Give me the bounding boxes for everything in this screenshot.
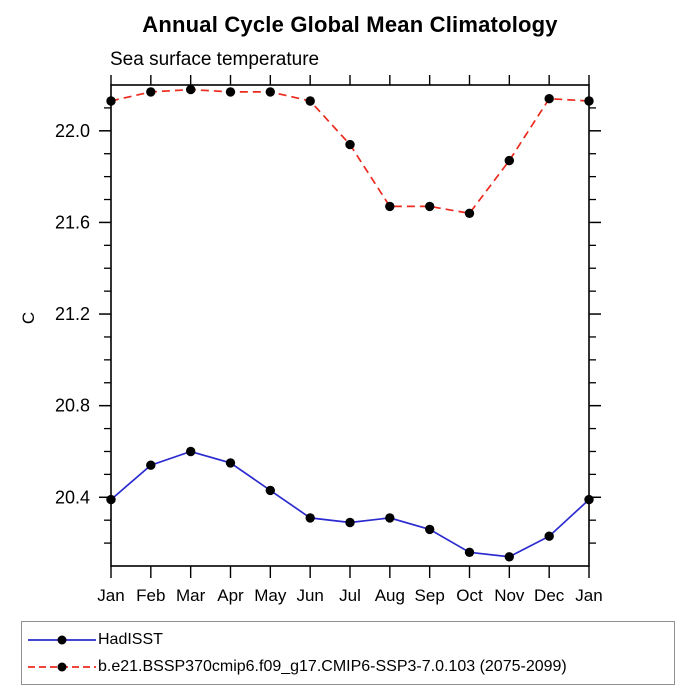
data-point-marker <box>186 84 196 95</box>
data-point-marker <box>504 155 514 166</box>
legend-marker-dot <box>57 662 67 672</box>
data-point-marker <box>106 494 116 505</box>
x-tick-label: Jun <box>296 586 323 605</box>
data-point-marker <box>584 96 594 106</box>
data-point-marker <box>305 96 315 106</box>
x-tick-label: Apr <box>217 586 244 605</box>
y-axis-minor-ticks <box>104 107 596 544</box>
plot-frame <box>110 84 590 567</box>
legend-marker-dot <box>57 635 67 645</box>
data-point-marker <box>464 547 475 557</box>
x-tick-label: Aug <box>375 586 405 605</box>
data-point-marker <box>265 87 275 97</box>
x-axis: Jan Feb Mar Apr May Jun Jul Aug Sep Oct Nov Dec Jan <box>97 75 603 605</box>
series-1 <box>106 84 594 218</box>
legend-item-model: b.e21.BSSP370cmip6.f09_g17.CMIP6-SSP3-7.… <box>26 654 674 681</box>
chart-subtitle: Sea surface temperature <box>110 49 320 70</box>
data-point-marker <box>425 524 435 535</box>
x-tick-label: Jul <box>339 586 361 605</box>
data-point-marker <box>544 531 554 541</box>
data-point-marker <box>106 96 116 106</box>
x-tick-label: Feb <box>136 586 165 605</box>
data-point-marker <box>464 208 475 218</box>
data-point-marker <box>385 513 395 523</box>
data-point-marker <box>504 552 514 562</box>
y-tick-label: 22.0 <box>55 121 90 141</box>
x-tick-label: Jan <box>97 586 124 605</box>
legend-solid-line-sample <box>28 635 96 645</box>
data-point-marker <box>146 87 156 97</box>
y-axis-unit-label: C <box>19 312 38 324</box>
series-line-1 <box>110 88 590 215</box>
data-point-marker <box>225 87 236 97</box>
legend: HadISST b.e21.BSSP370cmip6.f09_g17.CMIP6… <box>21 621 675 685</box>
y-tick-label: 20.4 <box>55 487 90 507</box>
chart-title: Annual Cycle Global Mean Climatology <box>142 12 558 37</box>
data-point-marker <box>584 494 594 505</box>
y-axis: 20.4 20.8 21.2 21.6 22.0 <box>55 121 601 507</box>
legend-label-observation: HadISST <box>98 631 163 648</box>
data-point-marker <box>305 513 315 523</box>
x-tick-label: Sep <box>415 586 445 605</box>
data-point-marker <box>146 460 156 470</box>
y-tick-label: 21.2 <box>55 304 90 324</box>
y-tick-label: 20.8 <box>55 396 90 416</box>
series-line-0 <box>110 450 590 558</box>
data-point-marker <box>225 458 236 468</box>
data-point-marker <box>544 94 554 104</box>
y-tick-label: 21.6 <box>55 212 90 232</box>
data-point-marker <box>385 201 395 212</box>
legend-label-model: b.e21.BSSP370cmip6.f09_g17.CMIP6-SSP3-7.… <box>98 658 567 675</box>
x-tick-label: Dec <box>534 586 565 605</box>
x-tick-label: May <box>254 586 287 605</box>
x-tick-label: Mar <box>176 586 206 605</box>
data-point-marker <box>345 139 355 150</box>
data-point-marker <box>186 446 196 457</box>
x-tick-label: Jan <box>575 586 602 605</box>
data-point-marker <box>265 485 275 496</box>
data-point-marker <box>345 517 355 528</box>
series-0 <box>106 446 594 562</box>
legend-item-observation: HadISST <box>26 627 674 654</box>
x-tick-label: Nov <box>494 586 525 605</box>
legend-dashed-line-sample <box>28 662 96 672</box>
x-tick-label: Oct <box>456 586 483 605</box>
climatology-line-chart: Jan Feb Mar Apr May Jun Jul Aug Sep Oct Nov Dec Jan 2… <box>19 75 603 605</box>
data-point-marker <box>425 201 435 212</box>
